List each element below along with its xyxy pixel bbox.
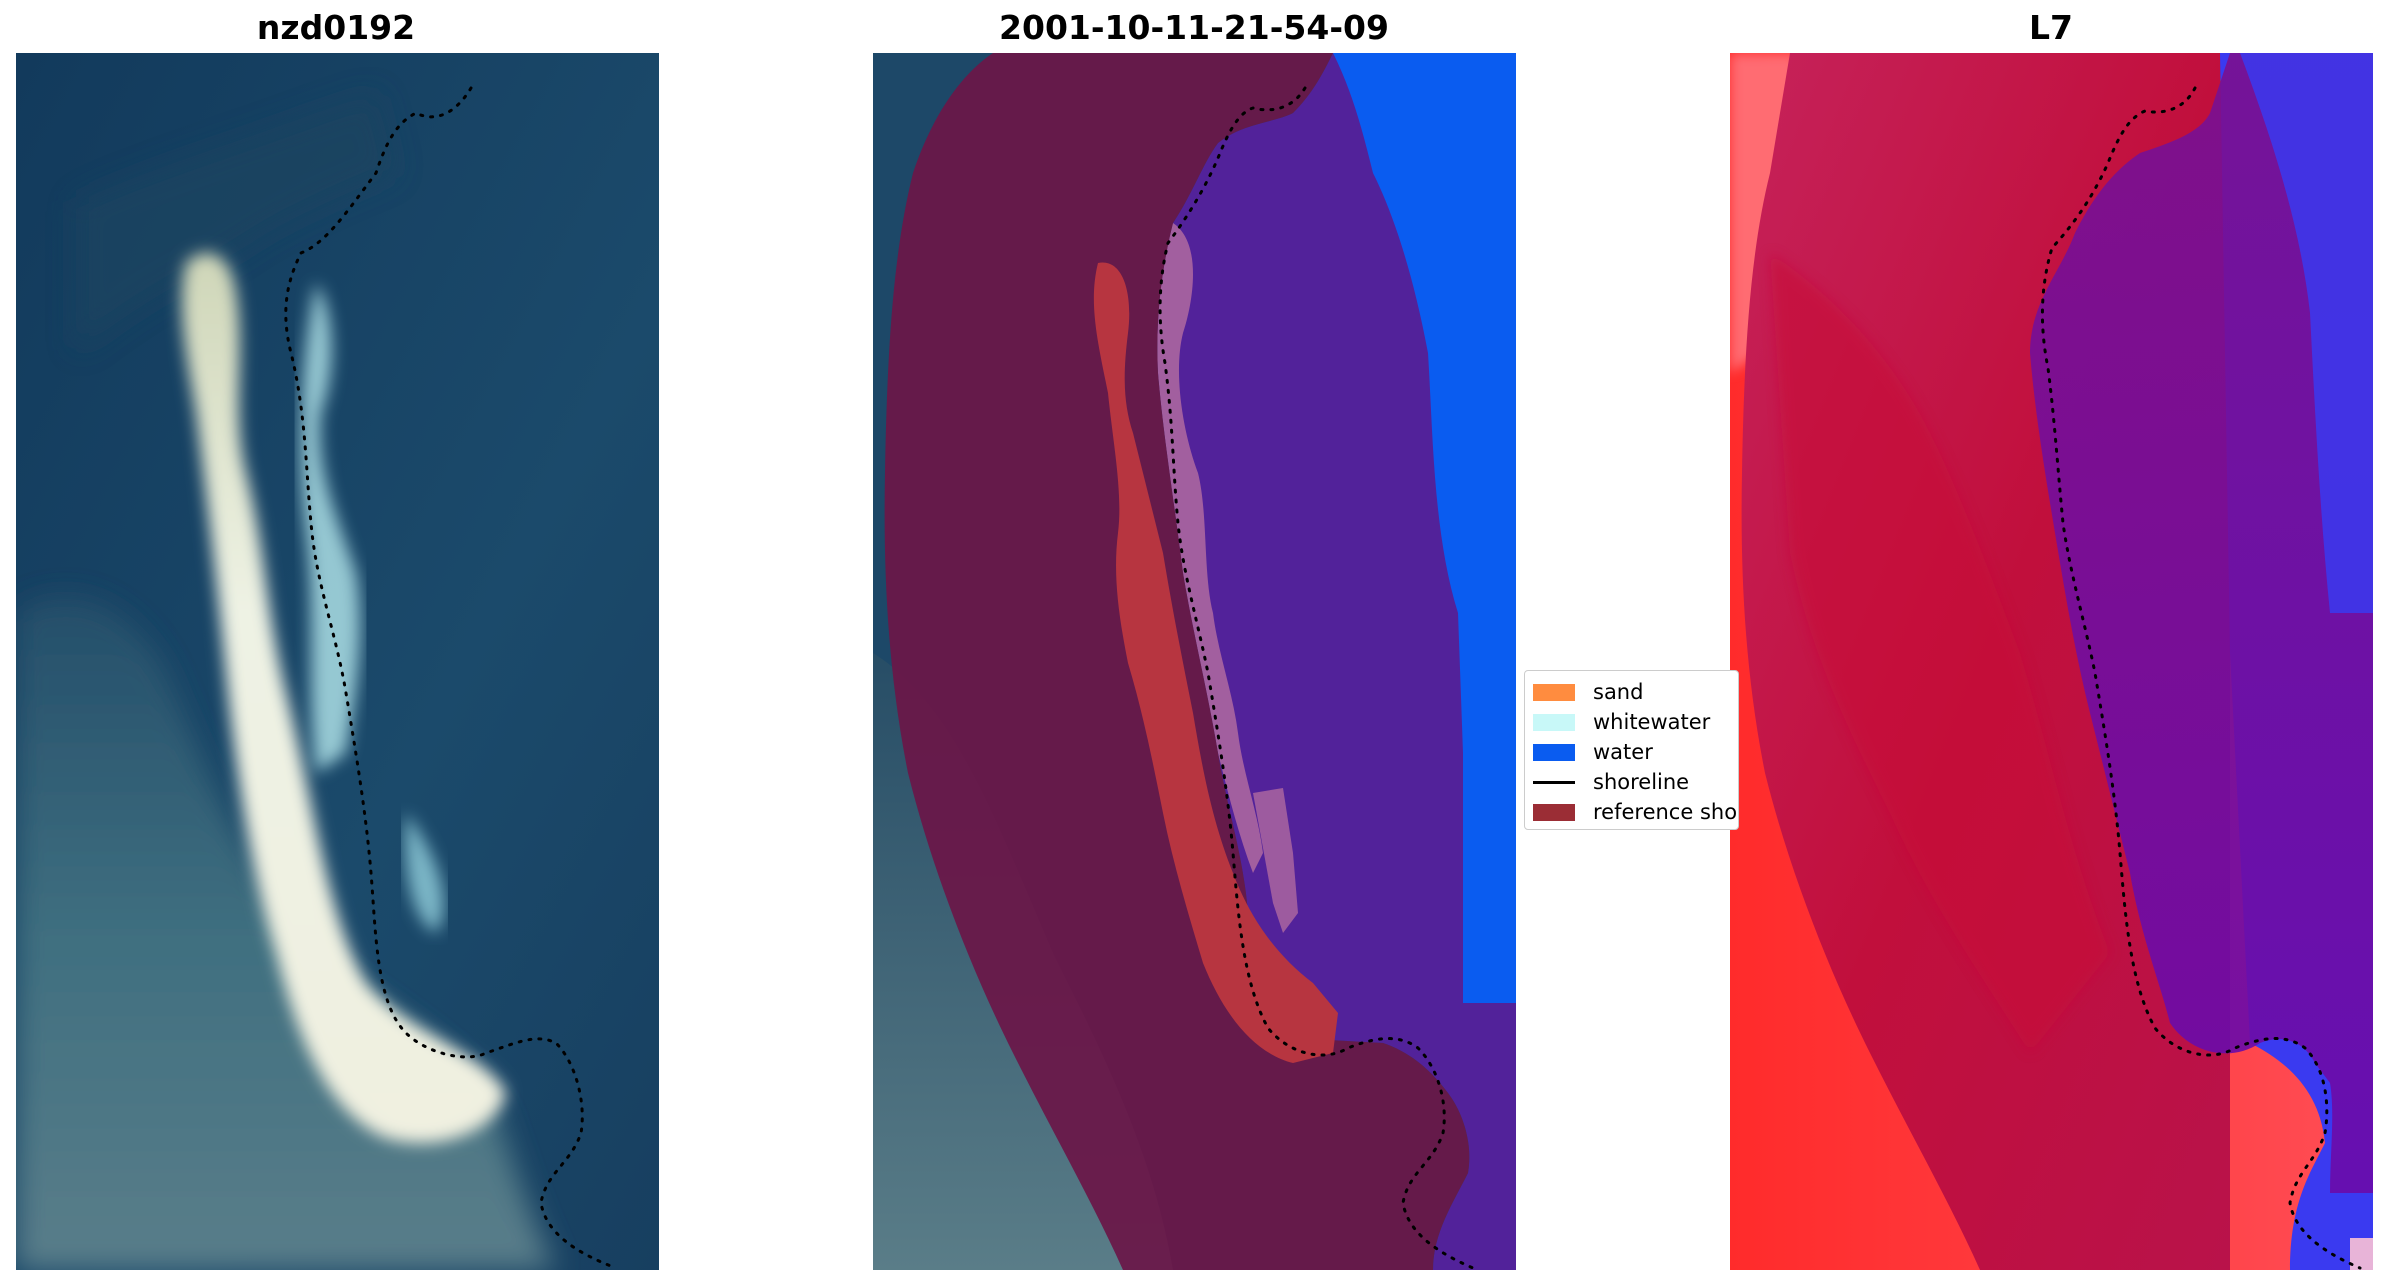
legend-item-water: water [1533, 739, 1653, 765]
shoreline-classified [1158, 86, 1475, 1270]
rgb-image [16, 53, 659, 1270]
legend: sand whitewater water shoreline referenc… [1524, 670, 1739, 830]
legend-line-shoreline [1533, 780, 1575, 784]
water-class-region [1157, 53, 1516, 1270]
legend-item-reference-shoreline: reference sho [1533, 799, 1737, 825]
legend-item-whitewater: whitewater [1533, 709, 1710, 735]
lagoon-region [2030, 53, 2373, 1193]
l7-index-image [1730, 53, 2373, 1270]
panel-title-classified: 2001-10-11-21-54-09 [999, 8, 1389, 47]
l7-index-panel [1730, 53, 2373, 1270]
legend-label-whitewater: whitewater [1593, 710, 1711, 734]
legend-label-water: water [1593, 740, 1653, 764]
legend-label-sand: sand [1593, 680, 1644, 704]
rgb-image-panel [16, 53, 659, 1270]
legend-swatch-sand [1533, 683, 1575, 701]
reference-shoreline-region [1093, 262, 1338, 1063]
legend-label-shoreline: shoreline [1593, 770, 1690, 794]
legend-label-reference-shoreline: reference sho [1593, 800, 1738, 824]
legend-swatch-water [1533, 743, 1575, 761]
panel-title-rgb: nzd0192 [256, 8, 416, 47]
legend-item-sand: sand [1533, 679, 1643, 705]
shoreline-l7 [2040, 86, 2362, 1270]
water-region [1333, 53, 1516, 1003]
classified-image-panel [873, 53, 1516, 1270]
panel-title-index: L7 [2029, 8, 2073, 47]
legend-swatch-reference-shoreline [1533, 803, 1575, 821]
classified-image [873, 53, 1516, 1270]
legend-swatch-whitewater [1533, 713, 1575, 731]
legend-item-shoreline: shoreline [1533, 769, 1689, 795]
